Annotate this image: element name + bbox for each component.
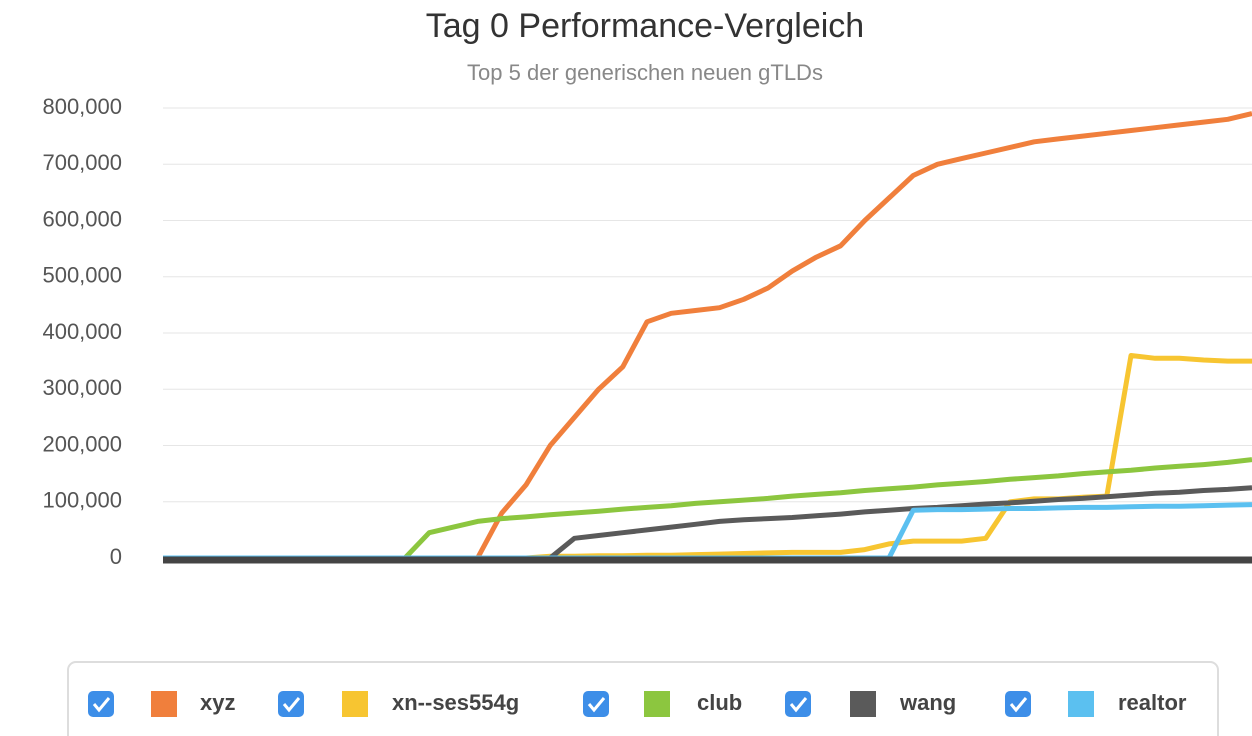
legend-checkbox[interactable]: [1005, 691, 1031, 717]
plot: [163, 111, 1252, 561]
y-tick-label: 100,000: [42, 488, 122, 513]
series-line: [163, 353, 1252, 561]
y-tick-label: 200,000: [42, 431, 122, 456]
legend-items: xyz xn--ses554g club wang realtor: [88, 690, 1187, 717]
checkmark: [1009, 697, 1028, 713]
legend-swatch: [644, 691, 670, 717]
series-line: [163, 111, 1252, 561]
legend-label[interactable]: wang: [899, 690, 956, 715]
series-line: [163, 502, 1252, 561]
y-tick-label: 600,000: [42, 206, 122, 231]
y-tick-label: 800,000: [42, 94, 122, 119]
chart-subtitle: Top 5 der generischen neuen gTLDs: [467, 60, 823, 85]
y-tick-label: 500,000: [42, 263, 122, 288]
y-tick-label: 300,000: [42, 375, 122, 400]
legend-swatch: [850, 691, 876, 717]
series-line: [163, 485, 1252, 561]
checkmark: [282, 697, 301, 713]
legend-checkbox[interactable]: [88, 691, 114, 717]
legend-swatch: [151, 691, 177, 717]
checkmark: [789, 697, 808, 713]
chart-title: Tag 0 Performance-Vergleich: [426, 7, 864, 45]
legend-checkbox[interactable]: [583, 691, 609, 717]
y-tick-label: 700,000: [42, 150, 122, 175]
legend-swatch: [342, 691, 368, 717]
legend-checkbox[interactable]: [785, 691, 811, 717]
checkmark: [587, 697, 606, 713]
grid: 0 100,000 200,000 300,000 400,000 500,000 600,…: [42, 94, 1252, 569]
legend-swatch: [1068, 691, 1094, 717]
legend-label[interactable]: xyz: [200, 690, 235, 715]
checkmark: [92, 697, 111, 713]
legend-label[interactable]: club: [697, 690, 742, 715]
y-tick-label: 400,000: [42, 319, 122, 344]
legend-label[interactable]: realtor: [1118, 690, 1187, 715]
legend-label[interactable]: xn--ses554g: [392, 690, 519, 715]
legend-checkbox[interactable]: [278, 691, 304, 717]
legend: [67, 661, 1219, 736]
y-tick-label: 0: [110, 544, 122, 569]
